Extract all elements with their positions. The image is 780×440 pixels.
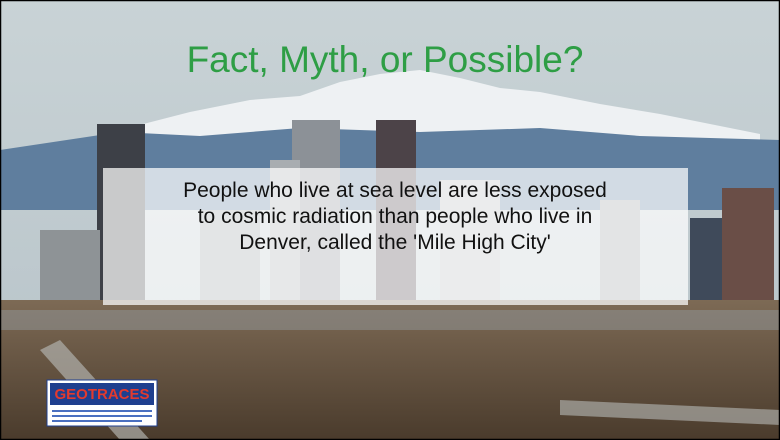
body-line: People who live at sea level are less ex… [183,179,607,202]
body-line: to cosmic radiation than people who live… [198,205,593,228]
body-line: Denver, called the 'Mile High City' [239,231,550,254]
slide: Fact, Myth, or Possible? People who live… [0,0,780,440]
logo: GEOTRACES [47,380,157,426]
logo-text: GEOTRACES [54,386,149,403]
slide-title: Fact, Myth, or Possible? [187,39,584,80]
